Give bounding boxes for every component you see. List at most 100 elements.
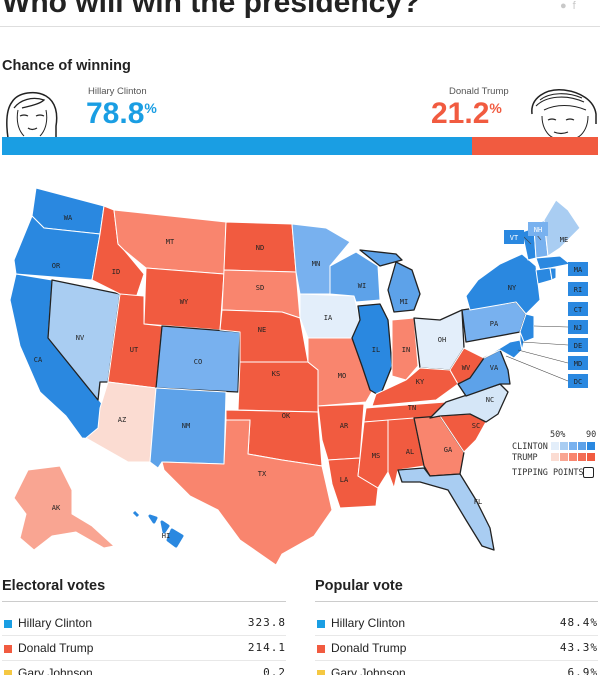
label-ny: NY — [508, 284, 517, 292]
state-me[interactable] — [543, 199, 581, 257]
label-mi: MI — [400, 298, 408, 306]
label-in: IN — [402, 346, 410, 354]
state-labels: WA OR CA NV ID MT WY UT AZ CO NM ND SD N… — [34, 214, 583, 540]
clinton-portrait-icon — [6, 91, 58, 138]
electoral-rule — [2, 601, 286, 602]
clinton-name: Hillary Clinton — [88, 86, 147, 97]
popular-row: Donald Trump 43.3% — [315, 637, 598, 661]
trump-name: Donald Trump — [449, 86, 509, 97]
label-nm: NM — [182, 422, 190, 430]
electoral-row: Gary Johnson 0.2 — [2, 662, 286, 675]
johnson-swatch — [4, 670, 12, 675]
state-nc[interactable] — [429, 383, 509, 423]
trump-swatch — [4, 645, 12, 653]
state-ar[interactable] — [317, 403, 365, 461]
label-il: IL — [372, 346, 380, 354]
legend-clinton: CLINTON — [512, 442, 548, 452]
label-ks: KS — [272, 370, 280, 378]
label-wa: WA — [64, 214, 73, 222]
facebook-icon[interactable]: f — [572, 0, 576, 12]
label-nc: NC — [486, 396, 494, 404]
label-ms: MS — [372, 452, 380, 460]
state-ak[interactable] — [13, 465, 115, 551]
label-dc: DC — [574, 378, 582, 386]
share-links: ● f — [554, 0, 594, 12]
state-ct[interactable] — [535, 267, 553, 285]
legend-low: 50% — [550, 430, 566, 440]
label-nh: NH — [534, 226, 542, 234]
trump-chance-bar — [472, 137, 598, 155]
label-nd: ND — [256, 244, 264, 252]
label-ri: RI — [574, 286, 582, 294]
label-mt: MT — [166, 238, 175, 246]
small-state-boxes — [504, 222, 588, 388]
popular-title: Popular vote — [315, 578, 403, 594]
popular-row: Gary Johnson 6.9% — [315, 662, 598, 675]
label-ak: AK — [52, 504, 61, 512]
label-az: AZ — [118, 416, 126, 424]
label-mo: MO — [338, 372, 346, 380]
electoral-row: Donald Trump 214.1 — [2, 637, 286, 661]
label-wi: WI — [358, 282, 366, 290]
state-nj[interactable] — [519, 313, 535, 343]
page-title: Who will win the presidency? — [2, 0, 421, 19]
state-ri[interactable] — [549, 267, 557, 281]
label-wy: WY — [180, 298, 189, 306]
label-sc: SC — [472, 422, 480, 430]
chance-title: Chance of winning — [2, 58, 131, 74]
clinton-chance-bar — [2, 137, 472, 155]
state-de[interactable] — [519, 331, 525, 351]
trump-chance: 21.2% — [431, 97, 502, 130]
label-de: DE — [574, 342, 582, 350]
state-hi[interactable] — [132, 510, 184, 548]
label-me: ME — [560, 236, 568, 244]
state-il[interactable] — [351, 303, 393, 397]
label-md: MD — [574, 360, 582, 368]
label-ia: IA — [324, 314, 333, 322]
legend-high: 90 — [586, 430, 597, 440]
trump-swatch — [317, 645, 325, 653]
label-al: AL — [406, 448, 414, 456]
state-md[interactable] — [483, 339, 523, 359]
state-in[interactable] — [391, 317, 419, 381]
label-ok: OK — [282, 412, 291, 420]
label-pa: PA — [490, 320, 499, 328]
state-wi[interactable] — [329, 251, 381, 303]
label-mn: MN — [312, 260, 320, 268]
clinton-swatch — [317, 620, 325, 628]
label-ut: UT — [130, 346, 139, 354]
state-tx[interactable] — [161, 419, 333, 565]
electoral-title: Electoral votes — [2, 578, 106, 594]
label-tx: TX — [258, 470, 267, 478]
label-ct: CT — [574, 306, 583, 314]
label-co: CO — [194, 358, 202, 366]
legend-tipping: TIPPING POINTS — [512, 468, 584, 478]
state-fl[interactable] — [397, 467, 495, 551]
label-ga: GA — [444, 446, 453, 454]
state-mi[interactable] — [359, 249, 421, 313]
label-va: VA — [490, 364, 499, 372]
divider — [0, 26, 600, 27]
state-co[interactable] — [155, 325, 241, 393]
johnson-swatch — [317, 670, 325, 675]
label-sd: SD — [256, 284, 264, 292]
trump-portrait-icon — [531, 89, 597, 138]
twitter-icon[interactable]: ● — [560, 0, 567, 12]
electoral-map: WA OR CA NV ID MT WY UT AZ CO NM ND SD N… — [9, 187, 588, 565]
label-ne: NE — [258, 326, 266, 334]
clinton-chance: 78.8% — [86, 97, 157, 130]
state-va[interactable] — [457, 349, 511, 397]
tipping-point-swatch — [583, 467, 594, 478]
label-vt: VT — [510, 234, 519, 242]
label-oh: OH — [438, 336, 446, 344]
label-id: ID — [112, 268, 120, 276]
clinton-swatch — [4, 620, 12, 628]
electoral-row: Hillary Clinton 323.8 — [2, 612, 286, 636]
label-la: LA — [340, 476, 349, 484]
label-wv: WV — [462, 364, 471, 372]
label-tn: TN — [408, 404, 416, 412]
label-ar: AR — [340, 422, 349, 430]
label-nj: NJ — [574, 324, 582, 332]
label-ca: CA — [34, 356, 43, 364]
label-fl: FL — [474, 498, 482, 506]
